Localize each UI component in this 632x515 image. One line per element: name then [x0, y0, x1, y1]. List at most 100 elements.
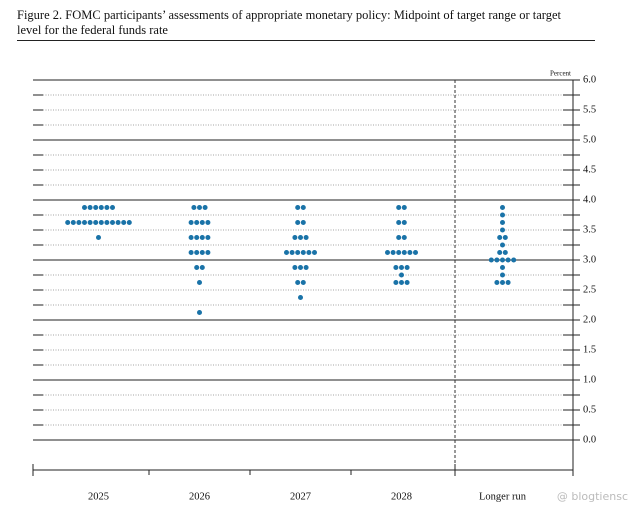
dot	[494, 257, 500, 263]
dot	[303, 235, 309, 240]
y-tick-label: 3.5	[583, 224, 596, 235]
dot	[500, 220, 505, 225]
x-tick-label: 2027	[290, 491, 311, 502]
dot	[110, 220, 115, 225]
dot	[110, 205, 115, 210]
dot	[295, 205, 301, 210]
dot	[284, 250, 289, 255]
y-tick-label: 1.0	[583, 374, 596, 385]
dot	[87, 205, 93, 210]
dot	[292, 235, 298, 240]
dot	[295, 250, 301, 255]
dot	[197, 280, 202, 285]
dot	[126, 220, 132, 225]
dot	[413, 250, 418, 255]
dot	[404, 265, 410, 270]
dot	[385, 250, 390, 255]
dot	[502, 235, 508, 240]
y-tick-label: 1.5	[583, 344, 596, 355]
dot	[306, 250, 312, 255]
dot	[82, 205, 87, 210]
dot	[199, 235, 205, 240]
dot	[312, 250, 317, 255]
dot	[202, 205, 208, 210]
dot	[393, 265, 399, 270]
dot	[401, 235, 407, 240]
dot	[93, 220, 99, 225]
dot	[82, 220, 87, 225]
dot	[300, 280, 306, 285]
dot	[399, 280, 404, 285]
dot	[300, 220, 306, 225]
chart-title: Figure 2. FOMC participants’ assessments…	[17, 8, 561, 37]
dot	[115, 220, 121, 225]
dot	[188, 220, 194, 225]
dot	[393, 280, 399, 285]
dot	[298, 235, 303, 240]
dot	[404, 280, 410, 285]
dot	[104, 220, 110, 225]
dot	[194, 220, 200, 225]
dot	[500, 227, 505, 233]
dot	[191, 205, 197, 210]
dot	[199, 265, 205, 270]
dot	[197, 310, 202, 315]
y-tick-label: 2.5	[583, 284, 596, 295]
dot	[70, 220, 76, 225]
dot	[298, 265, 303, 270]
dot	[188, 250, 194, 255]
dot	[396, 220, 402, 225]
x-tick-label: Longer run	[479, 491, 527, 502]
dot	[76, 220, 82, 225]
dot	[199, 220, 205, 225]
dot	[104, 205, 110, 210]
y-tick-label: 5.0	[583, 134, 596, 145]
dot	[511, 257, 517, 263]
dot	[300, 205, 306, 210]
dot	[295, 220, 301, 225]
dot	[300, 250, 306, 255]
dot	[396, 235, 402, 240]
dot	[98, 220, 104, 225]
dot	[500, 265, 505, 270]
dot	[500, 257, 505, 263]
dot	[194, 235, 200, 240]
dot	[500, 205, 505, 210]
dot	[205, 235, 211, 240]
dot	[399, 272, 404, 278]
dot	[500, 212, 505, 218]
dot	[98, 205, 104, 210]
y-tick-label: 4.0	[583, 194, 596, 205]
dot	[205, 250, 211, 255]
dot	[497, 250, 503, 255]
dot	[502, 250, 508, 255]
dot	[93, 205, 99, 210]
dot	[303, 265, 309, 270]
dot	[188, 235, 194, 240]
y-tick-label: 0.5	[583, 404, 596, 415]
dot	[399, 265, 404, 270]
dot	[295, 280, 301, 285]
x-tick-label: 2026	[189, 491, 210, 502]
dot	[289, 250, 295, 255]
dot	[194, 250, 200, 255]
dot	[500, 272, 505, 278]
dot	[65, 220, 71, 225]
dot	[500, 280, 505, 285]
y-axis-label: Percent	[550, 70, 571, 78]
watermark: @ blogtiensc	[557, 490, 628, 503]
dot	[87, 220, 93, 225]
y-tick-label: 2.0	[583, 314, 596, 325]
dot	[407, 250, 413, 255]
x-tick-label: 2025	[88, 491, 109, 502]
dot	[396, 205, 402, 210]
dot	[292, 265, 298, 270]
y-tick-label: 5.5	[583, 104, 596, 115]
dot	[121, 220, 127, 225]
dot	[298, 295, 303, 300]
y-tick-label: 3.0	[583, 254, 596, 265]
title-rule	[17, 40, 595, 41]
dot	[390, 250, 396, 255]
